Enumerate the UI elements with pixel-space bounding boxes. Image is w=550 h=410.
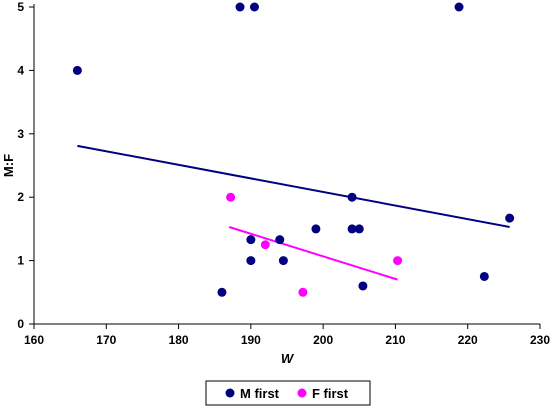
y-axis-title: M:F: [1, 154, 16, 177]
point-m-first: [246, 235, 256, 245]
y-tick-label: 4: [17, 63, 24, 77]
x-tick-label: 210: [385, 333, 405, 347]
point-f-first: [393, 256, 403, 266]
trendlines: [77, 144, 510, 281]
point-m-first: [354, 224, 364, 234]
x-tick-label: 170: [96, 333, 116, 347]
x-tick-label: 190: [241, 333, 261, 347]
x-tick-label: 180: [169, 333, 189, 347]
x-tick-label: 220: [458, 333, 478, 347]
point-m-first: [217, 287, 227, 297]
point-m-first: [278, 256, 288, 266]
y-tick-label: 1: [17, 254, 24, 268]
point-m-first: [347, 192, 357, 202]
y-tick-label: 5: [17, 0, 24, 14]
point-m-first: [347, 224, 357, 234]
point-m-first: [249, 2, 259, 12]
legend: M first F first: [205, 380, 371, 406]
point-m-first: [454, 2, 464, 12]
trendline-f-first: [228, 226, 398, 281]
y-tick-label: 0: [17, 317, 24, 331]
point-f-first: [298, 287, 308, 297]
point-m-first: [235, 2, 245, 12]
point-m-first: [358, 281, 368, 291]
x-tick-label: 230: [530, 333, 550, 347]
y-tick-label: 2: [17, 190, 24, 204]
legend-label-m-first: M first: [240, 386, 280, 401]
point-m-first: [246, 256, 256, 266]
x-tick-label: 200: [313, 333, 333, 347]
point-f-first: [260, 240, 270, 250]
legend-label-f-first: F first: [312, 386, 349, 401]
point-m-first: [311, 224, 321, 234]
axes: 160 170 180 190 200 210 220 230 0 1 2 3 4 5: [17, 0, 550, 347]
x-axis-title: W: [281, 351, 295, 366]
y-tick-label: 3: [17, 127, 24, 141]
legend-marker-m-first: [225, 388, 235, 398]
legend-marker-f-first: [297, 388, 307, 398]
trendline-m-first: [77, 144, 510, 228]
point-f-first: [226, 192, 236, 202]
data-points: [72, 2, 515, 297]
point-m-first: [505, 213, 515, 223]
point-m-first: [275, 235, 285, 245]
point-m-first: [72, 65, 82, 75]
point-m-first: [479, 271, 489, 281]
x-tick-label: 160: [24, 333, 44, 347]
